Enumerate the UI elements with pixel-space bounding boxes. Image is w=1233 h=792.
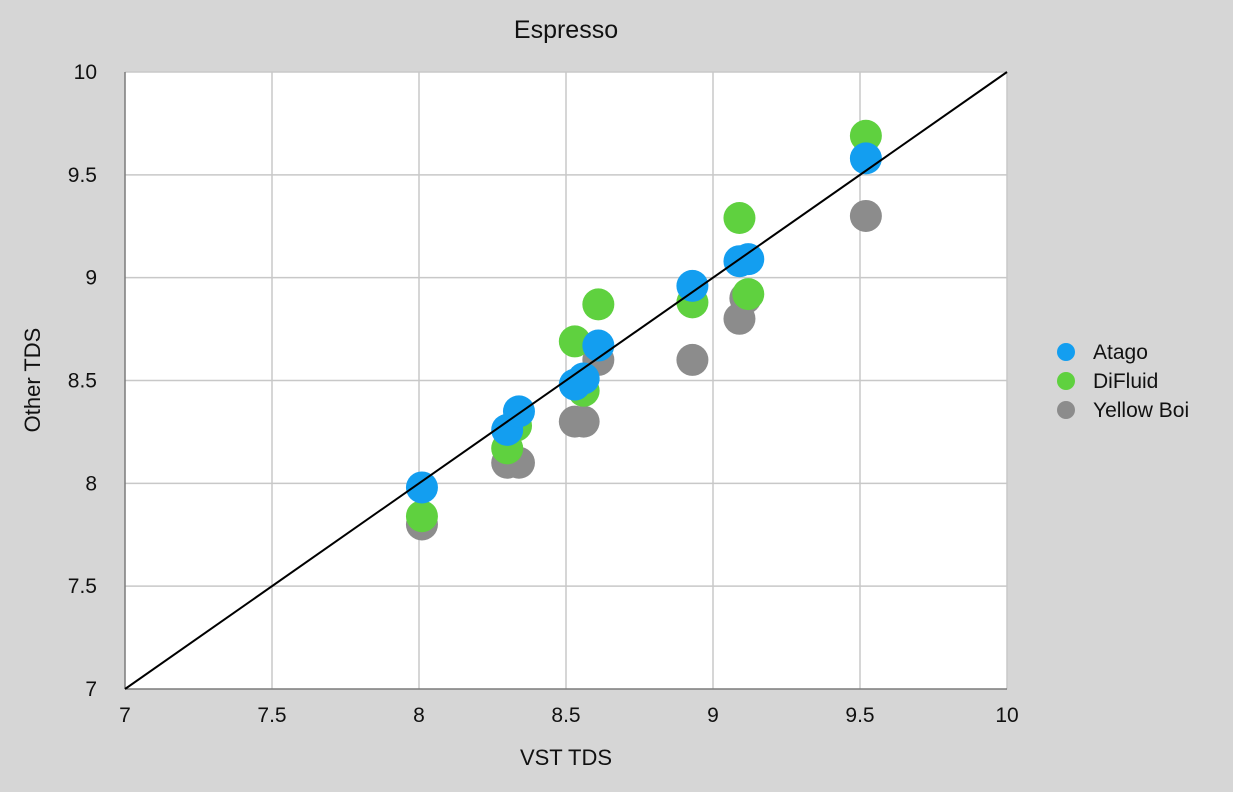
- x-tick-label: 8.5: [551, 704, 580, 727]
- legend-marker: [1057, 372, 1075, 390]
- y-tick-label: 8.5: [68, 370, 97, 393]
- data-point: [732, 278, 765, 311]
- x-tick-label: 10: [995, 704, 1018, 727]
- x-tick-label: 9.5: [845, 704, 874, 727]
- legend-label: DiFluid: [1093, 370, 1158, 393]
- x-tick-label: 7: [119, 704, 131, 727]
- data-point: [723, 202, 756, 235]
- x-tick-label: 8: [413, 704, 425, 727]
- chart-title: Espresso: [514, 16, 618, 44]
- y-tick-label: 9: [85, 267, 97, 290]
- legend-marker: [1057, 343, 1075, 361]
- data-point: [676, 343, 709, 376]
- data-point: [849, 199, 882, 232]
- data-point: [567, 405, 600, 438]
- y-tick-label: 8: [85, 472, 97, 495]
- x-tick-label: 9: [707, 704, 719, 727]
- data-point: [849, 119, 882, 152]
- legend-marker: [1057, 401, 1075, 419]
- legend-label: Atago: [1093, 341, 1148, 364]
- x-tick-label: 7.5: [257, 704, 286, 727]
- reference-line: [124, 71, 1008, 690]
- data-point: [405, 500, 438, 533]
- data-point: [502, 395, 535, 428]
- data-point: [582, 329, 615, 362]
- y-tick-label: 7.5: [68, 575, 97, 598]
- y-axis-label: Other TDS: [20, 328, 45, 433]
- y-tick-label: 9.5: [68, 164, 97, 187]
- data-point: [676, 269, 709, 302]
- y-tick-label: 7: [85, 678, 97, 701]
- legend-label: Yellow Boi: [1093, 399, 1189, 422]
- data-point: [732, 243, 765, 276]
- x-axis-label: VST TDS: [520, 745, 612, 770]
- data-point: [567, 362, 600, 395]
- data-point: [849, 142, 882, 175]
- legend: Atago DiFluid Yellow Boi: [1057, 341, 1189, 422]
- data-point: [582, 288, 615, 321]
- y-tick-label: 10: [74, 61, 97, 84]
- data-point: [405, 471, 438, 504]
